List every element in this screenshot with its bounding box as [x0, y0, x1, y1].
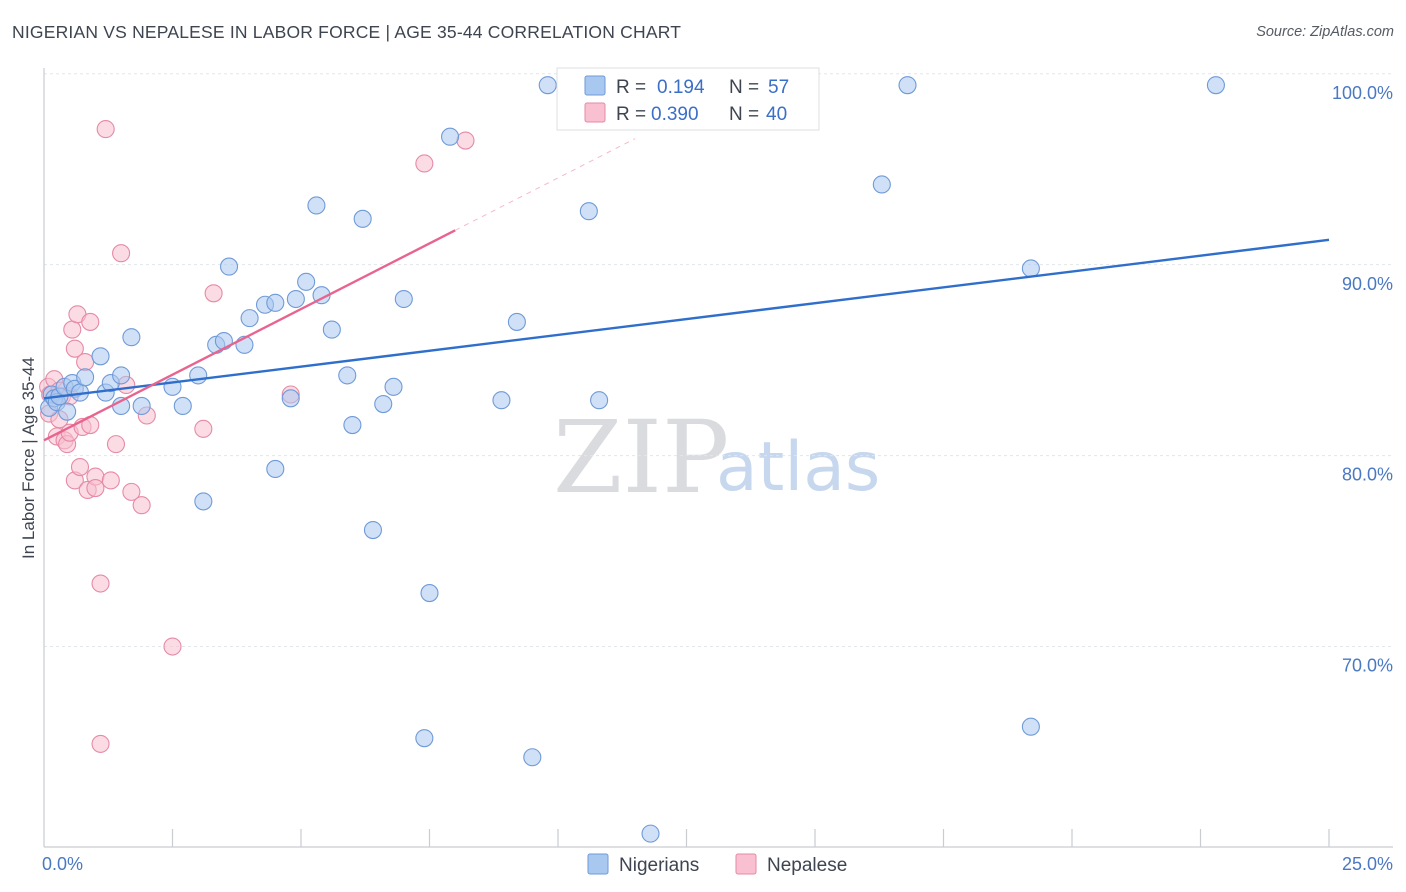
series-legend-swatch-nigerians — [587, 853, 609, 875]
nepalese-point-25 — [96, 120, 115, 139]
watermark-zip: ZIP — [553, 399, 729, 516]
nigerians-point-37 — [343, 415, 362, 435]
nepalese-point-30 — [132, 496, 151, 515]
y-tick-label-80: 80.0% — [1342, 465, 1393, 485]
nepalese-point-35 — [456, 131, 475, 150]
nigerians-point-11 — [91, 347, 110, 366]
nigerians-point-42 — [394, 289, 413, 309]
y-tick-label-90: 90.0% — [1342, 274, 1393, 294]
nigerians-point-44 — [420, 584, 439, 603]
nigerians-point-24 — [219, 257, 239, 276]
nepalese-point-29 — [122, 482, 141, 501]
nepalese-point-36 — [194, 419, 213, 438]
series-legend-label-nigerians: Nigerians — [619, 855, 699, 876]
nigerians-point-55 — [1021, 717, 1040, 736]
nigerians-trend-line — [43, 238, 1330, 400]
nigerians-point-41 — [384, 377, 403, 396]
nigerians-point-33 — [307, 196, 326, 215]
stats-legend-r-value-nigerians: 0.194 — [657, 77, 705, 98]
nepalese-point-17 — [76, 352, 95, 372]
nigerians-point-46 — [492, 391, 511, 410]
nepalese-point-32 — [204, 284, 223, 303]
nepalese-point-23 — [91, 574, 110, 593]
nigerians-point-26 — [240, 309, 259, 328]
nigerians-point-52 — [641, 824, 660, 843]
series-legend-label-nepalese: Nepalese — [767, 855, 847, 876]
nigerians-point-51 — [590, 391, 609, 410]
nigerians-point-53 — [872, 175, 891, 194]
y-tick-label-70: 70.0% — [1342, 656, 1393, 676]
nepalese-point-12 — [65, 339, 84, 358]
stats-legend-r-label-nepalese: R = — [616, 104, 646, 125]
stats-legend-n-label-nigerians: N = — [729, 77, 759, 98]
stats-legend-swatch-nepalese — [584, 102, 606, 123]
nigerians-point-29 — [266, 459, 285, 479]
series-legend: Nigerians Nepalese — [587, 853, 847, 876]
trend-lines — [43, 138, 1330, 442]
nepalese-point-15 — [70, 457, 90, 477]
nigerians-point-14 — [112, 366, 131, 385]
nepalese-point-34 — [415, 154, 434, 173]
nigerians-point-31 — [286, 289, 305, 309]
nigerians-point-20 — [189, 366, 208, 385]
nigerians-point-43 — [415, 729, 434, 748]
nepalese-point-22 — [86, 478, 105, 498]
series-legend-swatch-nepalese — [735, 853, 757, 875]
nepalese-point-27 — [106, 435, 126, 454]
nigerians-point-6 — [58, 402, 77, 421]
nepalese-point-31 — [163, 637, 182, 656]
x-tick-label-0: 0.0% — [42, 854, 83, 874]
x-tick-label-25: 25.0% — [1342, 854, 1393, 874]
nigerians-point-16 — [122, 328, 141, 347]
source-label: Source: ZipAtlas.com — [1256, 24, 1394, 40]
nigerians-point-30 — [281, 389, 300, 408]
stats-legend-swatch-nigerians — [584, 75, 606, 96]
nigerians-point-45 — [441, 127, 460, 146]
nigerians-point-54 — [898, 76, 917, 95]
nigerians-point-28 — [266, 293, 285, 312]
nigerians-point-49 — [538, 76, 557, 95]
y-axis-title: In Labor Force | Age 35-44 — [19, 357, 38, 559]
nigerians-point-56 — [1021, 259, 1040, 278]
nepalese-point-11 — [63, 320, 82, 339]
nigerians-point-21 — [194, 492, 213, 511]
nepalese-trend-extension — [454, 138, 636, 231]
nigerians-point-40 — [374, 394, 393, 414]
nigerians-point-57 — [1206, 76, 1225, 95]
nigerians-point-35 — [322, 320, 341, 339]
series-nepalese-points — [39, 120, 475, 753]
nigerians-point-39 — [363, 521, 383, 540]
stats-legend-r-value-nepalese: 0.390 — [651, 104, 699, 125]
nigerians-point-32 — [297, 272, 316, 291]
nepalese-point-28 — [112, 244, 131, 263]
nigerians-point-48 — [523, 748, 542, 767]
nepalese-trend-line — [43, 229, 456, 442]
nepalese-point-26 — [101, 471, 120, 490]
nepalese-point-19 — [81, 312, 100, 331]
nigerians-point-10 — [76, 368, 95, 387]
nigerians-point-36 — [338, 366, 357, 385]
nigerians-point-23 — [214, 331, 233, 351]
nigerians-point-47 — [507, 312, 526, 331]
nigerians-point-17 — [132, 396, 151, 415]
nigerians-point-38 — [353, 209, 372, 228]
stats-legend-r-label-nigerians: R = — [616, 77, 646, 98]
gridlines — [44, 73, 1393, 648]
nepalese-point-24 — [91, 734, 110, 753]
stats-legend-n-value-nepalese: 40 — [766, 104, 787, 125]
stats-legend-n-value-nigerians: 57 — [768, 77, 789, 98]
x-minor-ticks — [171, 829, 1330, 847]
stats-legend-n-label-nepalese: N = — [729, 104, 759, 125]
chart-title: NIGERIAN VS NEPALESE IN LABOR FORCE | AG… — [12, 22, 682, 42]
stats-legend: R = 0.194 N = 57 R = 0.390 N = 40 — [556, 67, 820, 131]
y-tick-label-100: 100.0% — [1332, 83, 1393, 103]
nigerians-point-50 — [579, 202, 598, 221]
series-nigerians-points — [40, 76, 1225, 843]
nigerians-point-19 — [173, 396, 192, 415]
watermark-atlas: atlas — [716, 428, 880, 507]
